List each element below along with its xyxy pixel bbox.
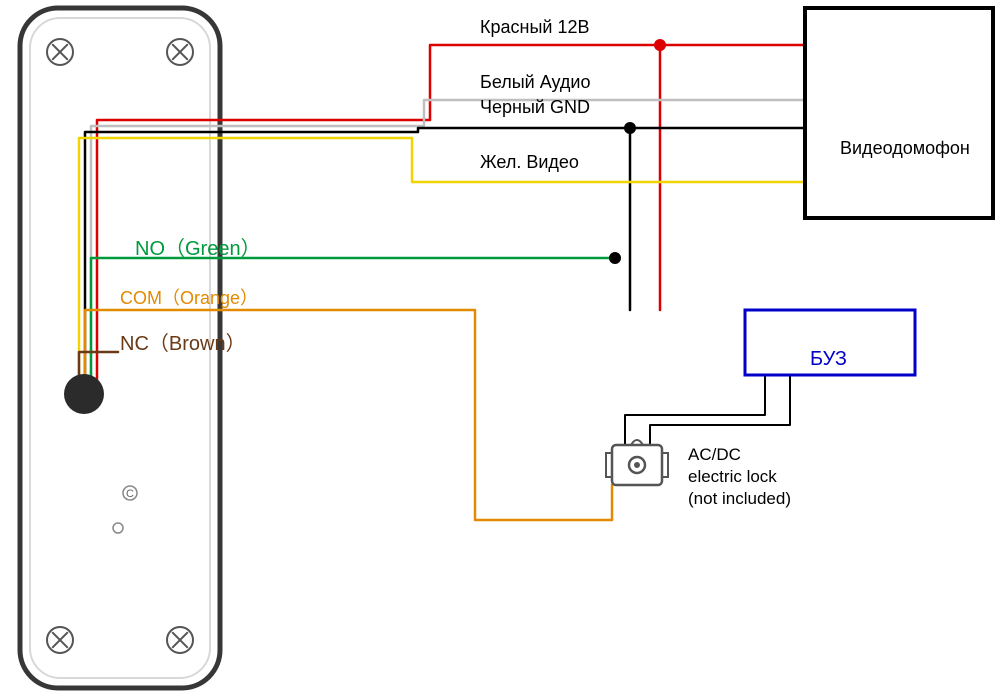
screw-hole-0 — [47, 39, 73, 65]
buz-label: БУЗ — [810, 348, 847, 371]
wire-node-red — [654, 39, 666, 51]
wire-label-black: Черный GND — [480, 97, 590, 118]
lock-label-2: electric lock — [688, 467, 777, 487]
wire-label-red: Красный 12В — [480, 17, 589, 38]
lock-label-3: (not included) — [688, 489, 791, 509]
wire-node-green — [609, 252, 621, 264]
wire-buz-to-lock-r — [650, 375, 790, 445]
wire-label-green: NO（Green） — [135, 232, 261, 261]
monitor-box — [805, 8, 993, 218]
wire-buz-to-lock-l — [625, 375, 765, 445]
svg-text:C: C — [126, 488, 134, 500]
wire-node-black — [624, 122, 636, 134]
wire-label-brown: NC（Brown） — [120, 327, 246, 356]
monitor-label: Видеодомофон — [840, 138, 970, 159]
screw-hole-3 — [167, 627, 193, 653]
lock-icon — [606, 440, 668, 485]
wire-green — [91, 258, 615, 379]
screw-hole-2 — [47, 627, 73, 653]
wire-label-yellow: Жел. Видео — [480, 152, 579, 173]
screw-hole-1 — [167, 39, 193, 65]
wire-label-white: Белый Аудио — [480, 72, 591, 93]
panel-mark-1 — [113, 523, 123, 533]
cable-bundle-hole — [64, 374, 104, 414]
lock-label-1: AC/DC — [688, 445, 741, 465]
wire-label-orange: COM（Orange） — [120, 284, 258, 310]
